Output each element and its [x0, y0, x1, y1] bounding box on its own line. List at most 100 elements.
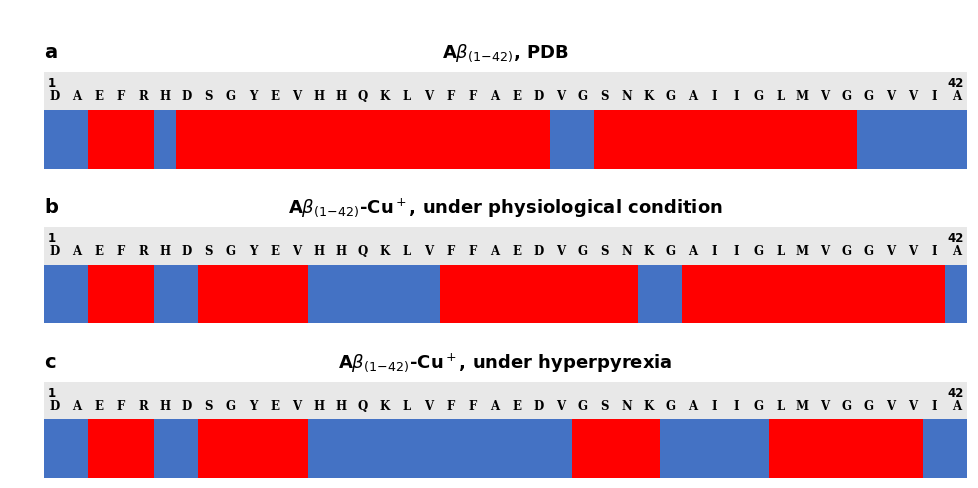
Text: Q: Q [357, 399, 368, 412]
Text: V: V [819, 244, 828, 257]
Text: I: I [733, 244, 738, 257]
Text: G: G [753, 244, 763, 257]
Text: G: G [753, 90, 763, 103]
Text: H: H [159, 90, 170, 103]
Text: R: R [138, 90, 148, 103]
Text: I: I [733, 90, 738, 103]
Text: G: G [840, 90, 851, 103]
Text: D: D [182, 399, 192, 412]
Text: E: E [511, 244, 520, 257]
Text: D: D [50, 244, 60, 257]
Text: D: D [50, 90, 60, 103]
Text: N: N [620, 90, 631, 103]
Text: 42: 42 [947, 77, 963, 90]
Text: A$\beta$$_{(1\!-\!42)}$, PDB: A$\beta$$_{(1\!-\!42)}$, PDB [442, 42, 568, 63]
Text: A: A [72, 399, 81, 412]
Text: H: H [313, 399, 324, 412]
Text: E: E [511, 399, 520, 412]
Text: L: L [402, 244, 411, 257]
Text: K: K [643, 90, 653, 103]
Bar [439, 265, 637, 324]
Bar [571, 420, 659, 478]
Text: A$\beta$$_{(1\!-\!42)}$-Cu$^+$, under physiological condition: A$\beta$$_{(1\!-\!42)}$-Cu$^+$, under ph… [288, 196, 723, 219]
Text: S: S [204, 244, 213, 257]
Text: F: F [446, 244, 455, 257]
Text: E: E [95, 399, 104, 412]
Text: I: I [733, 399, 738, 412]
Text: L: L [776, 244, 783, 257]
Bar [857, 111, 966, 169]
Text: H: H [334, 244, 346, 257]
Text: S: S [204, 399, 213, 412]
Text: K: K [379, 399, 389, 412]
Text: c: c [44, 352, 56, 371]
Bar [44, 111, 88, 169]
Text: V: V [556, 90, 564, 103]
Bar [88, 111, 154, 169]
Text: F: F [468, 90, 476, 103]
Text: G: G [863, 90, 872, 103]
Text: M: M [795, 90, 808, 103]
Text: G: G [665, 244, 675, 257]
Bar [154, 420, 198, 478]
Bar [176, 111, 549, 169]
Text: 42: 42 [947, 231, 963, 244]
Text: G: G [577, 399, 587, 412]
Text: b: b [44, 198, 58, 217]
Text: V: V [423, 244, 433, 257]
Text: E: E [511, 90, 520, 103]
Text: F: F [116, 399, 125, 412]
Text: S: S [600, 244, 608, 257]
Text: A: A [490, 244, 499, 257]
Text: V: V [819, 90, 828, 103]
Text: I: I [931, 244, 936, 257]
Bar [44, 420, 88, 478]
Text: I: I [931, 90, 936, 103]
Text: A: A [72, 244, 81, 257]
Text: G: G [665, 399, 675, 412]
Text: F: F [116, 90, 125, 103]
Text: G: G [577, 90, 587, 103]
Text: H: H [334, 90, 346, 103]
Text: E: E [270, 90, 279, 103]
Text: L: L [776, 90, 783, 103]
Text: R: R [138, 244, 148, 257]
Bar [637, 265, 681, 324]
Bar [44, 265, 88, 324]
Text: H: H [313, 244, 324, 257]
Text: E: E [270, 399, 279, 412]
Text: R: R [138, 399, 148, 412]
Text: G: G [753, 399, 763, 412]
Bar [681, 265, 945, 324]
Text: D: D [533, 399, 543, 412]
Text: E: E [270, 244, 279, 257]
Text: A: A [951, 399, 959, 412]
Text: A: A [688, 399, 696, 412]
Text: I: I [711, 90, 717, 103]
Bar [549, 111, 593, 169]
Text: 1: 1 [47, 77, 56, 90]
Text: M: M [795, 244, 808, 257]
Text: G: G [840, 244, 851, 257]
Text: D: D [182, 90, 192, 103]
Text: V: V [885, 399, 894, 412]
Text: S: S [600, 90, 608, 103]
Text: K: K [643, 399, 653, 412]
Text: A: A [951, 244, 959, 257]
Text: D: D [182, 244, 192, 257]
Text: I: I [711, 244, 717, 257]
Text: L: L [776, 399, 783, 412]
Bar [945, 265, 966, 324]
Text: Y: Y [248, 399, 257, 412]
Text: G: G [577, 244, 587, 257]
Text: A: A [72, 90, 81, 103]
Text: N: N [620, 244, 631, 257]
Text: F: F [468, 399, 476, 412]
Text: Q: Q [357, 90, 368, 103]
Text: D: D [533, 90, 543, 103]
Text: F: F [468, 244, 476, 257]
Text: 42: 42 [947, 386, 963, 399]
Text: G: G [863, 244, 872, 257]
Text: S: S [600, 399, 608, 412]
Text: G: G [226, 90, 236, 103]
